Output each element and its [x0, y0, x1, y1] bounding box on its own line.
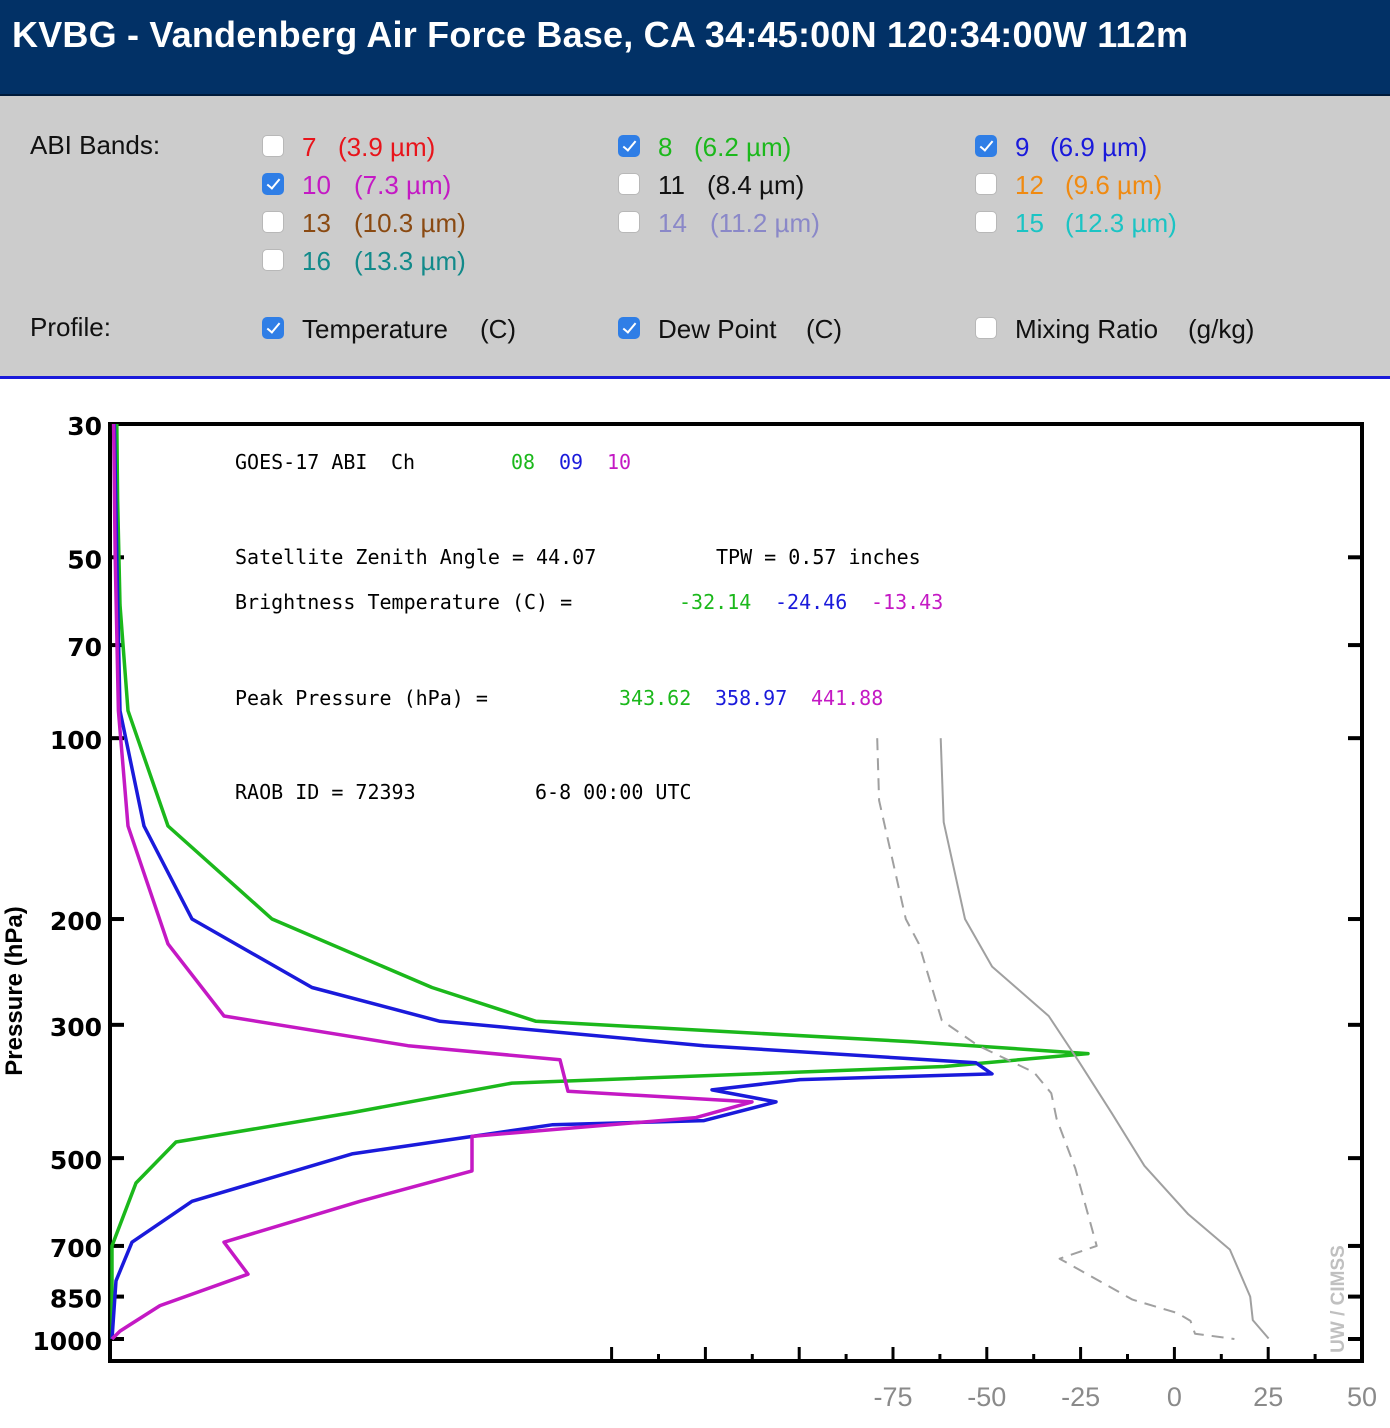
mixing-ratio-checkbox[interactable]	[975, 317, 997, 339]
band-15-number: 15	[1015, 208, 1044, 238]
band-8-number: 8	[658, 132, 673, 162]
chart-annotations: GOES-17 ABI Ch 08 09 10 Satellite Zenith…	[235, 450, 943, 804]
band-16-wavelength: (13.3 µm)	[354, 246, 466, 276]
y-tick-label-300: 300	[50, 1013, 102, 1042]
x-tick-label--25: -25	[1061, 1382, 1100, 1412]
watermark: UW / CIMSS	[1328, 1245, 1349, 1353]
x-tick-label-50: 50	[1347, 1382, 1377, 1412]
bt-value-08: -32.14	[679, 590, 751, 614]
y-tick-label-200: 200	[50, 907, 102, 936]
band-12-checkbox[interactable]	[975, 173, 997, 195]
dew-point-label: Dew Point	[658, 314, 777, 344]
controls-panel: ABI Bands: Profile: 7 (3.9 µm) 8 (6.2 µm…	[0, 96, 1390, 379]
plot-frame	[108, 422, 1364, 1363]
dew-point-checkbox[interactable]	[618, 317, 640, 339]
channel-08-label: 08	[511, 450, 535, 474]
temperature-checkbox[interactable]	[262, 317, 284, 339]
x-tick-label--50: -50	[967, 1382, 1006, 1412]
band-12-number: 12	[1015, 170, 1044, 200]
mixing-ratio-label: Mixing Ratio	[1015, 314, 1159, 344]
band-9-checkbox[interactable]	[975, 135, 997, 157]
series-line-08	[110, 423, 1090, 1339]
y-tick-label-500: 500	[50, 1146, 102, 1175]
peak-pressure-label: Peak Pressure (hPa) =	[235, 686, 488, 710]
temperature-unit: (C)	[480, 314, 517, 344]
axis-ticks	[110, 422, 1362, 1361]
ch-label: Ch	[391, 450, 415, 474]
raob-id-text: RAOB ID = 72393	[235, 780, 416, 804]
band-11-wavelength: (8.4 µm)	[707, 170, 805, 200]
band-13-wavelength: (10.3 µm)	[354, 208, 466, 238]
series-line-temperature	[939, 738, 1270, 1340]
peak-value-08: 343.62	[619, 686, 691, 710]
mixing-ratio-unit: (g/kg)	[1188, 314, 1255, 344]
band-14-number: 14	[658, 208, 687, 238]
band-8-wavelength: (6.2 µm)	[694, 132, 792, 162]
band-7-number: 7	[302, 132, 317, 162]
bands-label: ABI Bands:	[30, 130, 161, 160]
band-15-checkbox[interactable]	[975, 211, 997, 233]
band-9-wavelength: (6.9 µm)	[1050, 132, 1148, 162]
y-tick-label-700: 700	[50, 1234, 102, 1263]
x-tick-label-0: 0	[1167, 1382, 1182, 1412]
page-title: KVBG - Vandenberg Air Force Base, CA 34:…	[12, 14, 1189, 55]
y-tick-label-100: 100	[50, 726, 102, 755]
y-tick-label-30: 30	[67, 412, 102, 441]
bt-value-10: -13.43	[871, 590, 943, 614]
band-10-wavelength: (7.3 µm)	[354, 170, 452, 200]
weighting-function-chart: 30 50 70 100 200 300 500 700 850 1000 -75 -50 -25 0 2…	[1, 412, 1377, 1412]
y-axis-label: Pressure (hPa)	[1, 906, 28, 1075]
bt-value-09: -24.46	[775, 590, 847, 614]
series-layer	[110, 423, 1270, 1341]
zenith-angle-text: Satellite Zenith Angle = 44.07	[235, 545, 596, 569]
peak-value-09: 358.97	[715, 686, 787, 710]
band-16-number: 16	[302, 246, 331, 276]
band-16-checkbox[interactable]	[262, 249, 284, 271]
chart-area: 30 50 70 100 200 300 500 700 850 1000 -75 -50 -25 0 2…	[0, 379, 1390, 1428]
brightness-temp-label: Brightness Temperature (C) =	[235, 590, 572, 614]
band-12-wavelength: (9.6 µm)	[1065, 170, 1163, 200]
raob-time-text: 6-8 00:00 UTC	[535, 780, 692, 804]
band-14-checkbox[interactable]	[618, 211, 640, 233]
tpw-text: TPW = 0.57 inches	[716, 545, 921, 569]
band-13-checkbox[interactable]	[262, 211, 284, 233]
y-tick-label-50: 50	[67, 545, 102, 574]
sensor-label: GOES-17 ABI	[235, 450, 367, 474]
band-11-number: 11	[658, 170, 685, 200]
band-13-number: 13	[302, 208, 331, 238]
peak-value-10: 441.88	[811, 686, 883, 710]
band-15-wavelength: (12.3 µm)	[1065, 208, 1177, 238]
series-line-dew-point	[876, 738, 1235, 1340]
y-tick-labels: 30 50 70 100 200 300 500 700 850 1000	[32, 412, 102, 1356]
y-tick-label-70: 70	[67, 633, 102, 662]
channel-10-label: 10	[607, 450, 631, 474]
channel-09-label: 09	[559, 450, 583, 474]
band-11-checkbox[interactable]	[618, 173, 640, 195]
band-9-number: 9	[1015, 132, 1030, 162]
dew-point-unit: (C)	[806, 314, 843, 344]
band-14-wavelength: (11.2 µm)	[710, 208, 820, 238]
band-10-checkbox[interactable]	[262, 173, 284, 195]
series-line-09	[110, 423, 994, 1340]
x-tick-label--75: -75	[873, 1382, 912, 1412]
series-line-10	[110, 423, 754, 1341]
band-7-checkbox[interactable]	[262, 135, 284, 157]
y-tick-label-850: 850	[50, 1285, 102, 1314]
title-bar: KVBG - Vandenberg Air Force Base, CA 34:…	[0, 0, 1390, 96]
band-10-number: 10	[302, 170, 331, 200]
band-8-checkbox[interactable]	[618, 135, 640, 157]
x-tick-labels: -75 -50 -25 0 25 50	[873, 1382, 1377, 1412]
x-tick-label-25: 25	[1253, 1382, 1283, 1412]
y-tick-label-1000: 1000	[32, 1327, 102, 1356]
profile-label: Profile:	[30, 312, 111, 342]
band-7-wavelength: (3.9 µm)	[338, 132, 436, 162]
temperature-label: Temperature	[302, 314, 448, 344]
